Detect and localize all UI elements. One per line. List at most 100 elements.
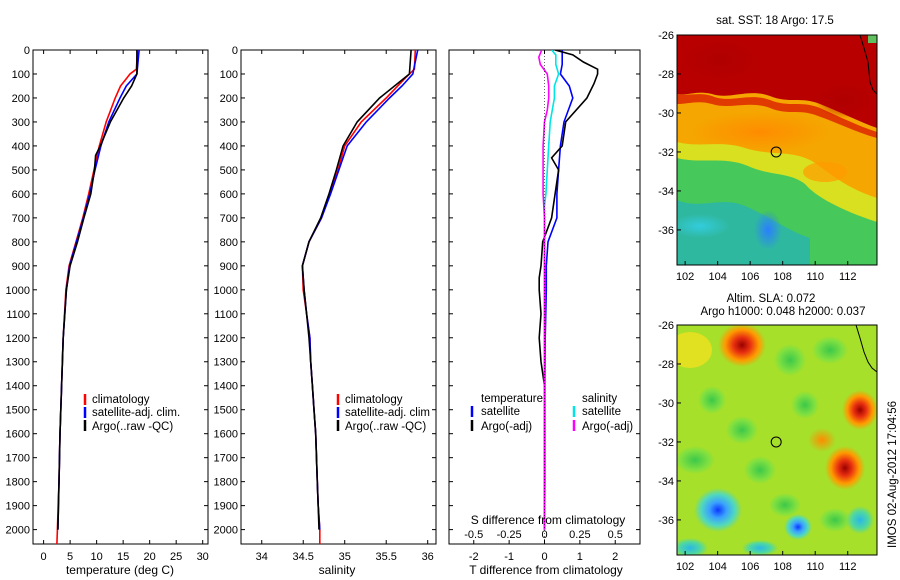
y-tick-label: 400 (12, 141, 30, 153)
x-tick-label-salinity: 0.5 (608, 529, 623, 541)
map-y-tick-label: -36 (658, 225, 674, 237)
y-tick-label: 1900 (6, 501, 30, 513)
argo-position-marker (770, 436, 782, 448)
x-tick-label: 5 (67, 551, 73, 563)
x-tick-label: 2 (612, 551, 618, 563)
y-tick-label: 1100 (214, 309, 238, 321)
y-tick-label: 300 (220, 117, 238, 129)
y-tick-label: 400 (220, 141, 238, 153)
difference-xlabel-temperature: T difference from climatology (469, 563, 623, 577)
sst-map-frame (676, 34, 878, 266)
x-tick-label: 20 (144, 551, 156, 563)
map-x-tick-label: 110 (806, 271, 824, 283)
map-y-tick-label: -26 (658, 30, 674, 42)
y-tick-label: 900 (12, 261, 30, 273)
salinity-xlabel: salinity (319, 563, 356, 577)
map-y-tick-label: -30 (658, 108, 674, 120)
y-tick-label: 1200 (6, 333, 30, 345)
salinity-panel: 0 100 200 300 400 500 600 700 800 900 1000 1100 1200… (214, 45, 437, 577)
map-y-tick-label: -36 (658, 515, 674, 527)
map-x-tick-label: 106 (741, 271, 759, 283)
y-tick-label: 0 (24, 45, 30, 57)
sst-map-title: sat. SST: 18 Argo: 17.5 (716, 15, 834, 27)
y-tick-label: 700 (12, 213, 30, 225)
x-tick-label: 1 (577, 551, 583, 563)
sla-map: Altim. SLA: 0.072 Argo h1000: 0.048 h200… (658, 293, 878, 573)
y-tick-label: 1000 (6, 285, 30, 297)
legend-title-salinity: salinity (582, 393, 617, 405)
map-y-tick-label: -30 (658, 398, 674, 410)
x-tick-label: 0 (41, 551, 47, 563)
x-tick-label: 34.5 (293, 551, 314, 563)
series-line-salinity-argo-adj- (537, 50, 550, 530)
legend-label-argo: Argo(..raw -QC) (345, 421, 426, 433)
y-tick-label: 2000 (214, 525, 238, 537)
series-line-argo-raw-qc- (57, 50, 138, 530)
series-line-argo-raw-qc- (301, 50, 412, 530)
y-tick-label: 600 (12, 189, 30, 201)
y-tick-label: 1400 (6, 381, 30, 393)
y-tick-label: 1100 (6, 309, 30, 321)
map-x-tick-label: 112 (839, 271, 857, 283)
y-tick-label: 1400 (214, 381, 238, 393)
y-tick-label: 1300 (6, 357, 30, 369)
legend-title-temperature: temperature (481, 393, 543, 405)
x-tick-label: 35.5 (376, 551, 397, 563)
y-tick-label: 900 (220, 261, 238, 273)
salinity-legend: climatology satellite-adj. clim Argo(..r… (336, 394, 430, 433)
sst-map: sat. SST: 18 Argo: 17.5 102 104 106 108 110 1… (658, 15, 878, 283)
sst-field (677, 35, 877, 265)
difference-legend: temperature satellite Argo(-adj) salinit… (470, 393, 633, 433)
difference-panel: -2 -1 0 1 2 -0.5 -0.25 0 0.25 0.5 T difference fr… (448, 49, 641, 577)
map-x-tick-label: 106 (741, 561, 759, 573)
x-tick-label-salinity: -0.5 (464, 529, 483, 541)
x-tick-label-salinity: -0.25 (497, 529, 522, 541)
y-tick-label: 300 (12, 117, 30, 129)
map-y-tick-label: -32 (658, 437, 674, 449)
legend-label-satellite-adj: satellite-adj. clim (345, 407, 430, 419)
y-tick-label: 1600 (214, 429, 238, 441)
x-tick-label: -1 (504, 551, 514, 563)
x-tick-label: 25 (170, 551, 182, 563)
y-tick-label: 1200 (214, 333, 238, 345)
series-line-temperature-argo-adj- (538, 50, 599, 530)
y-tick-label: 600 (220, 189, 238, 201)
map-y-tick-label: -34 (658, 476, 674, 488)
temperature-legend: climatology satellite-adj. clim. Argo(..… (83, 394, 180, 433)
legend-label-climatology: climatology (92, 394, 150, 406)
legend-label-sal-argo: Argo(-adj) (582, 421, 633, 433)
x-tick-label: 35 (339, 551, 351, 563)
y-tick-label: 500 (220, 165, 238, 177)
x-tick-label: 15 (117, 551, 129, 563)
map-x-tick-label: 108 (774, 561, 792, 573)
x-tick-label: 10 (91, 551, 103, 563)
y-tick-label: 1500 (214, 405, 238, 417)
map-y-tick-label: -26 (658, 320, 674, 332)
map-x-tick-label: 104 (708, 561, 726, 573)
y-tick-label: 100 (12, 69, 30, 81)
y-tick-label: 1600 (6, 429, 30, 441)
x-tick-label: 36 (422, 551, 434, 563)
y-tick-label: 1000 (214, 285, 238, 297)
y-tick-label: 700 (220, 213, 238, 225)
y-tick-label: 800 (220, 237, 238, 249)
x-tick-label: 0 (541, 551, 547, 563)
y-tick-label: 1500 (6, 405, 30, 417)
sla-field (677, 325, 877, 555)
sla-map-subtitle: Argo h1000: 0.048 h2000: 0.037 (701, 306, 866, 318)
map-y-tick-label: -28 (658, 69, 674, 81)
y-tick-label: 1800 (214, 477, 238, 489)
x-tick-label: 30 (197, 551, 209, 563)
map-x-tick-label: 110 (806, 561, 824, 573)
x-tick-label-salinity: 0.25 (569, 529, 590, 541)
difference-xlabel-salinity: S difference from climatology (471, 513, 626, 527)
temperature-axes-frame (32, 49, 209, 545)
map-x-tick-label: 102 (676, 561, 694, 573)
y-tick-label: 1300 (214, 357, 238, 369)
legend-label-sal-satellite: satellite (582, 406, 621, 418)
map-x-tick-label: 102 (676, 271, 694, 283)
y-tick-label: 500 (12, 165, 30, 177)
y-tick-label: 100 (220, 69, 238, 81)
map-x-tick-label: 104 (708, 271, 726, 283)
